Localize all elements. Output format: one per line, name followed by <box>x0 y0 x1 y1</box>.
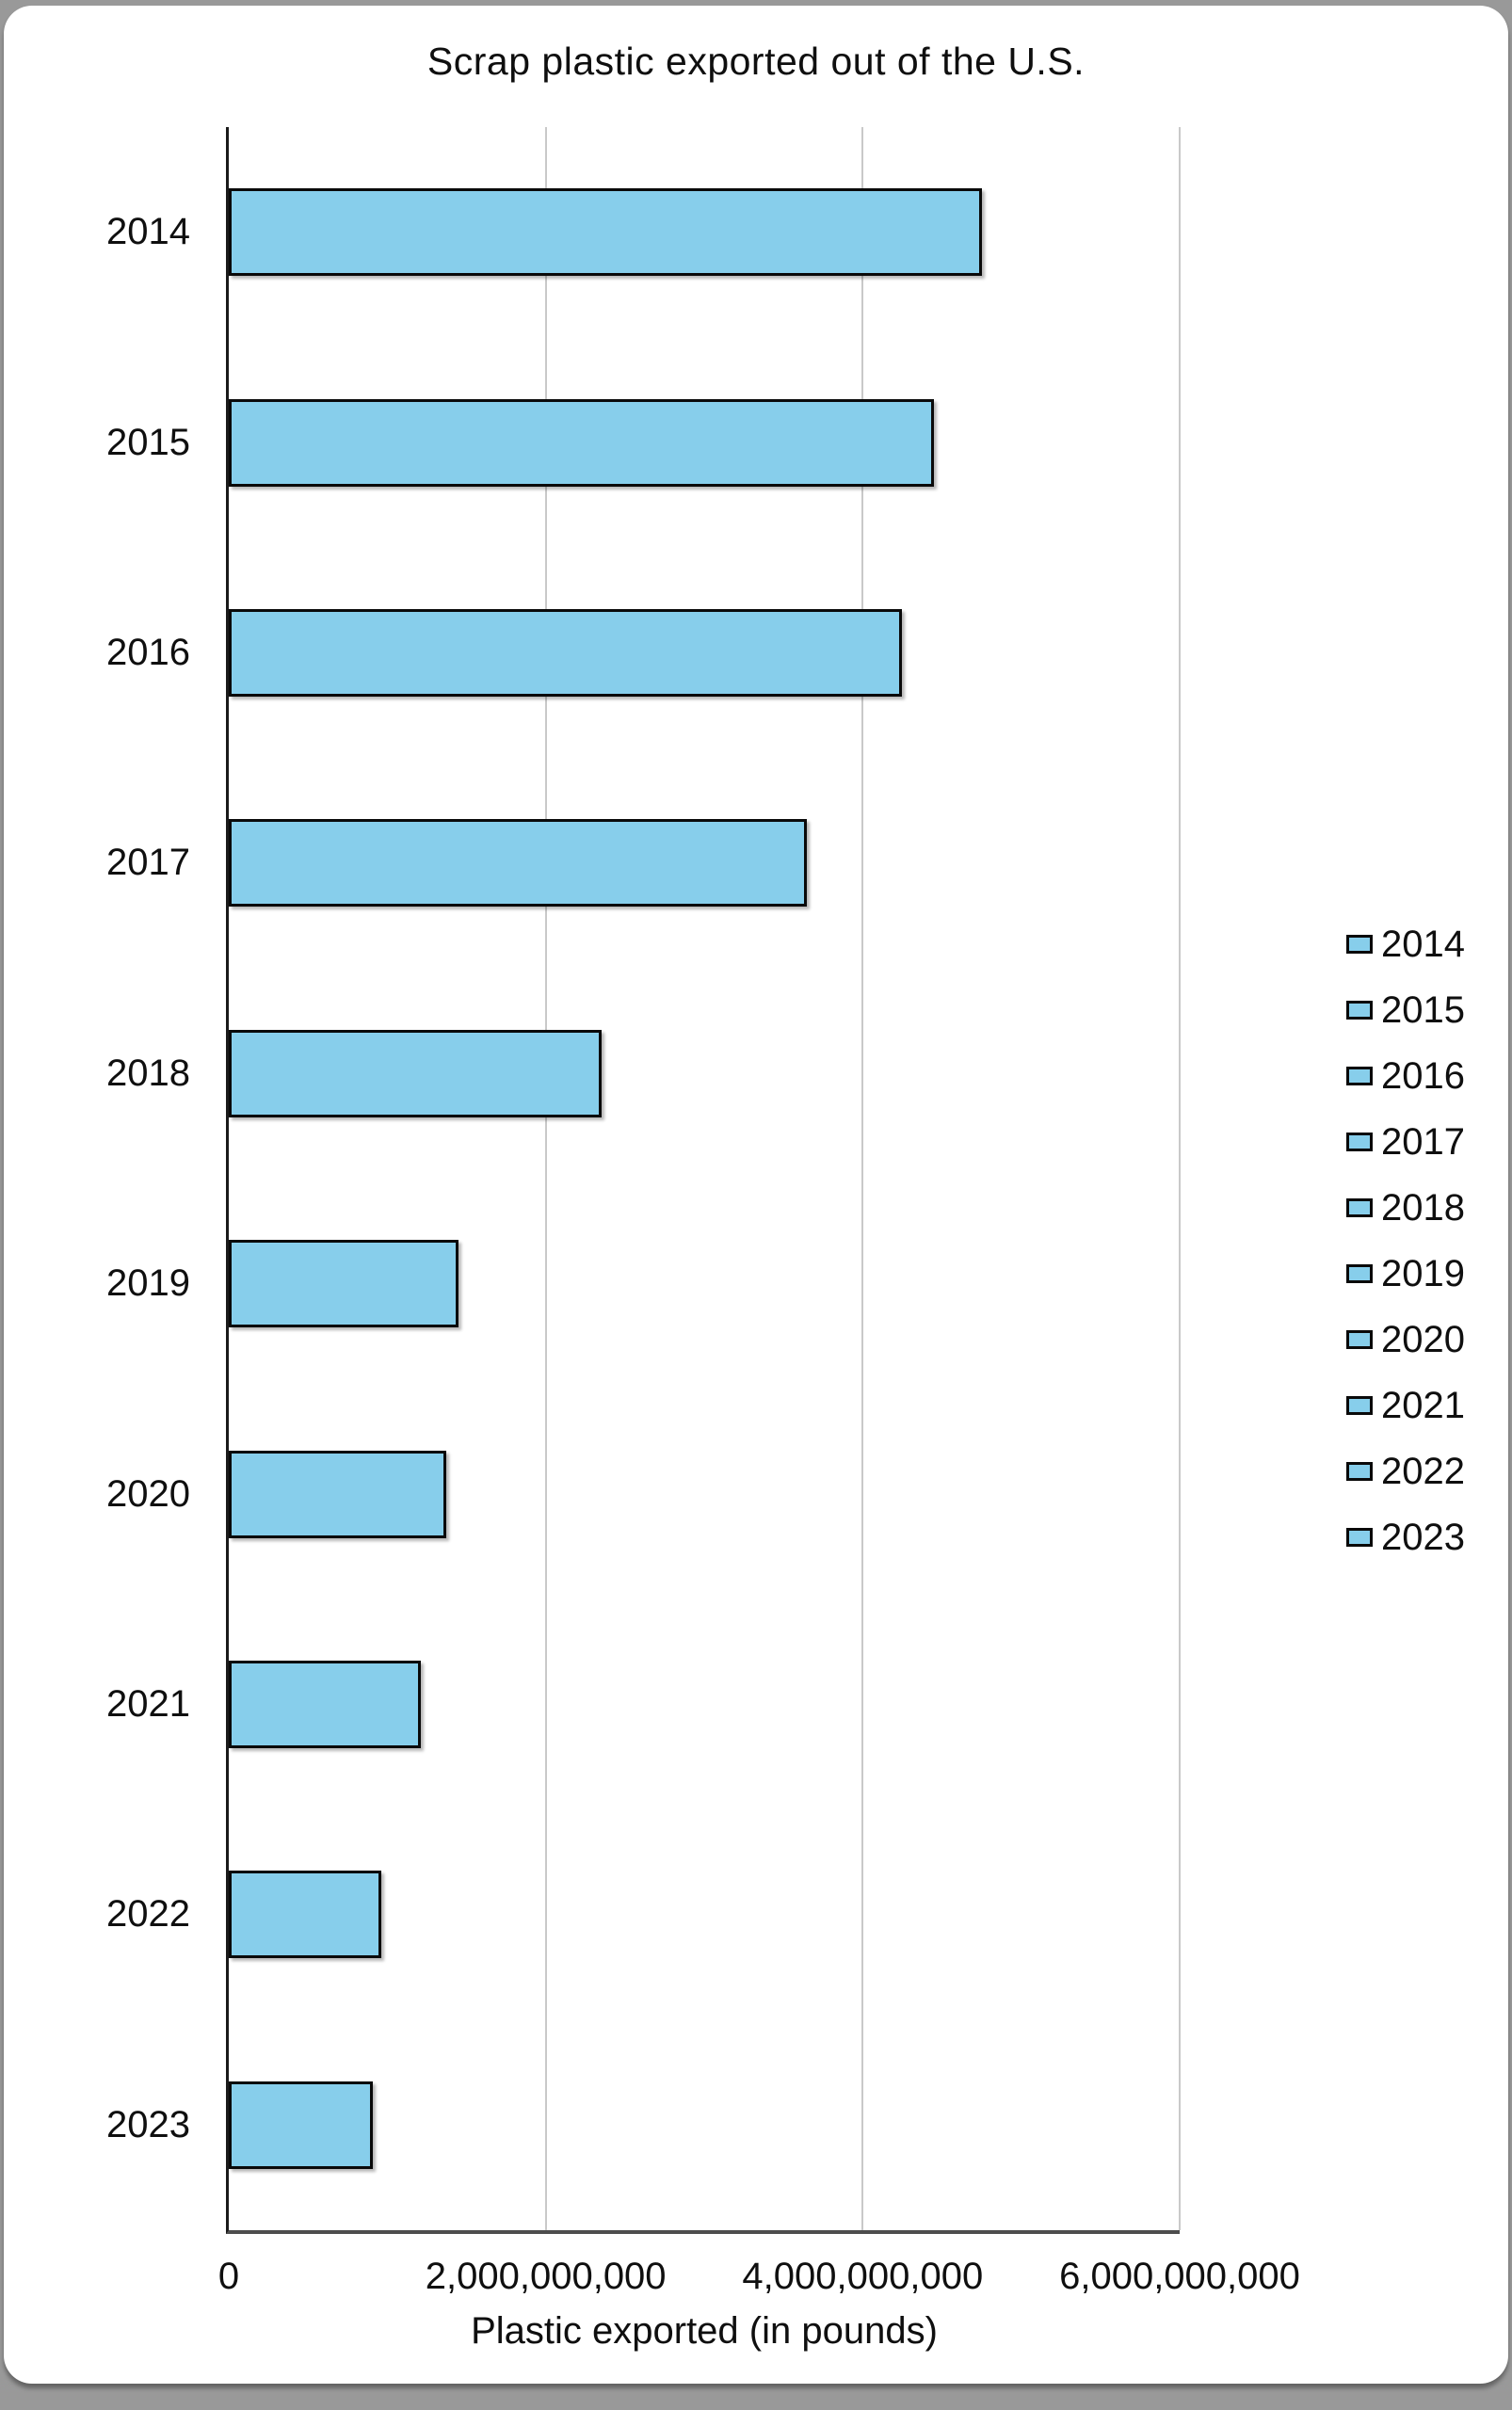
bar-band-2017 <box>229 758 1180 968</box>
chart-card: Scrap plastic exported out of the U.S. 2… <box>4 6 1508 2384</box>
plot-area <box>226 127 1181 2234</box>
y-axis-label-2017: 2017 <box>106 842 190 884</box>
y-axis-label-2021: 2021 <box>106 1682 190 1725</box>
bar-2020 <box>229 1450 446 1538</box>
legend-swatch-icon <box>1346 1330 1373 1349</box>
legend-item-2022: 2022 <box>1346 1438 1497 1504</box>
y-label-band: 2020 <box>4 1389 190 1599</box>
legend-swatch-icon <box>1346 1528 1373 1547</box>
legend-item-2019: 2019 <box>1346 1241 1497 1307</box>
legend-item-2023: 2023 <box>1346 1504 1497 1570</box>
y-label-band: 2016 <box>4 548 190 758</box>
y-axis-label-2019: 2019 <box>106 1262 190 1305</box>
x-axis-tick-label: 4,000,000,000 <box>742 2256 984 2297</box>
legend-label: 2023 <box>1381 1516 1465 1558</box>
legend-label: 2018 <box>1381 1186 1465 1229</box>
legend-item-2020: 2020 <box>1346 1307 1497 1373</box>
legend-item-2014: 2014 <box>1346 911 1497 977</box>
legend: 2014 2015 2016 2017 2018 2019 2020 2021 2022 2023 <box>1346 911 1497 1570</box>
gridline <box>544 127 547 2230</box>
legend-swatch-icon <box>1346 1001 1373 1020</box>
y-label-band: 2019 <box>4 1179 190 1389</box>
y-axis-label-2016: 2016 <box>106 631 190 673</box>
gridline <box>1179 127 1181 2230</box>
bar-band-2021 <box>229 1599 1180 1809</box>
bar-band-2016 <box>229 548 1180 758</box>
y-axis-label-2015: 2015 <box>106 421 190 463</box>
gridline <box>861 127 864 2230</box>
x-axis-tick-label: 0 <box>217 2256 240 2297</box>
legend-label: 2015 <box>1381 988 1465 1031</box>
bar-band-2023 <box>229 2020 1180 2230</box>
bar-band-2019 <box>229 1179 1180 1389</box>
bars-layer <box>229 127 1180 2230</box>
legend-label: 2022 <box>1381 1450 1465 1492</box>
legend-swatch-icon <box>1346 1264 1373 1283</box>
bar-2023 <box>229 2081 374 2169</box>
y-label-band: 2014 <box>4 127 190 337</box>
legend-swatch-icon <box>1346 1396 1373 1415</box>
y-label-band: 2022 <box>4 1809 190 2019</box>
legend-label: 2021 <box>1381 1384 1465 1426</box>
y-axis-labels: 2014 2015 2016 2017 2018 2019 2020 2021 2022 2023 <box>4 127 190 2230</box>
legend-swatch-icon <box>1346 1133 1373 1151</box>
legend-item-2017: 2017 <box>1346 1109 1497 1175</box>
y-axis-label-2014: 2014 <box>106 211 190 253</box>
bar-band-2020 <box>229 1389 1180 1599</box>
legend-item-2015: 2015 <box>1346 977 1497 1043</box>
legend-label: 2020 <box>1381 1318 1465 1360</box>
bar-band-2018 <box>229 969 1180 1179</box>
y-label-band: 2015 <box>4 337 190 547</box>
legend-item-2021: 2021 <box>1346 1373 1497 1438</box>
y-axis-label-2023: 2023 <box>106 2103 190 2145</box>
bar-2022 <box>229 1871 381 1959</box>
x-axis-ticks: 0 2,000,000,000 4,000,000,000 6,000,000,000 <box>218 2256 1300 2303</box>
bar-2018 <box>229 1029 602 1117</box>
bar-2016 <box>229 608 903 697</box>
y-label-band: 2021 <box>4 1599 190 1809</box>
legend-label: 2017 <box>1381 1120 1465 1163</box>
bar-band-2014 <box>229 127 1180 337</box>
bar-2014 <box>229 188 982 277</box>
legend-swatch-icon <box>1346 935 1373 954</box>
bar-band-2022 <box>229 1809 1180 2019</box>
y-label-band: 2018 <box>4 969 190 1179</box>
legend-label: 2014 <box>1381 923 1465 965</box>
bar-2017 <box>229 819 808 908</box>
bar-2019 <box>229 1240 459 1328</box>
bar-2021 <box>229 1660 421 1748</box>
bar-band-2015 <box>229 337 1180 547</box>
x-axis-tick-label: 6,000,000,000 <box>1059 2256 1300 2297</box>
legend-swatch-icon <box>1346 1462 1373 1481</box>
legend-item-2016: 2016 <box>1346 1043 1497 1109</box>
y-axis-label-2022: 2022 <box>106 1893 190 1936</box>
y-label-band: 2017 <box>4 758 190 968</box>
y-axis-label-2020: 2020 <box>106 1472 190 1515</box>
y-axis-label-2018: 2018 <box>106 1052 190 1094</box>
legend-swatch-icon <box>1346 1067 1373 1085</box>
x-axis-title: Plastic exported (in pounds) <box>471 2310 938 2352</box>
legend-swatch-icon <box>1346 1198 1373 1217</box>
chart-title: Scrap plastic exported out of the U.S. <box>426 40 1086 83</box>
y-label-band: 2023 <box>4 2020 190 2230</box>
x-axis-tick-label: 2,000,000,000 <box>425 2256 667 2297</box>
legend-label: 2016 <box>1381 1054 1465 1097</box>
bar-2015 <box>229 398 935 487</box>
legend-label: 2019 <box>1381 1252 1465 1294</box>
legend-item-2018: 2018 <box>1346 1175 1497 1241</box>
